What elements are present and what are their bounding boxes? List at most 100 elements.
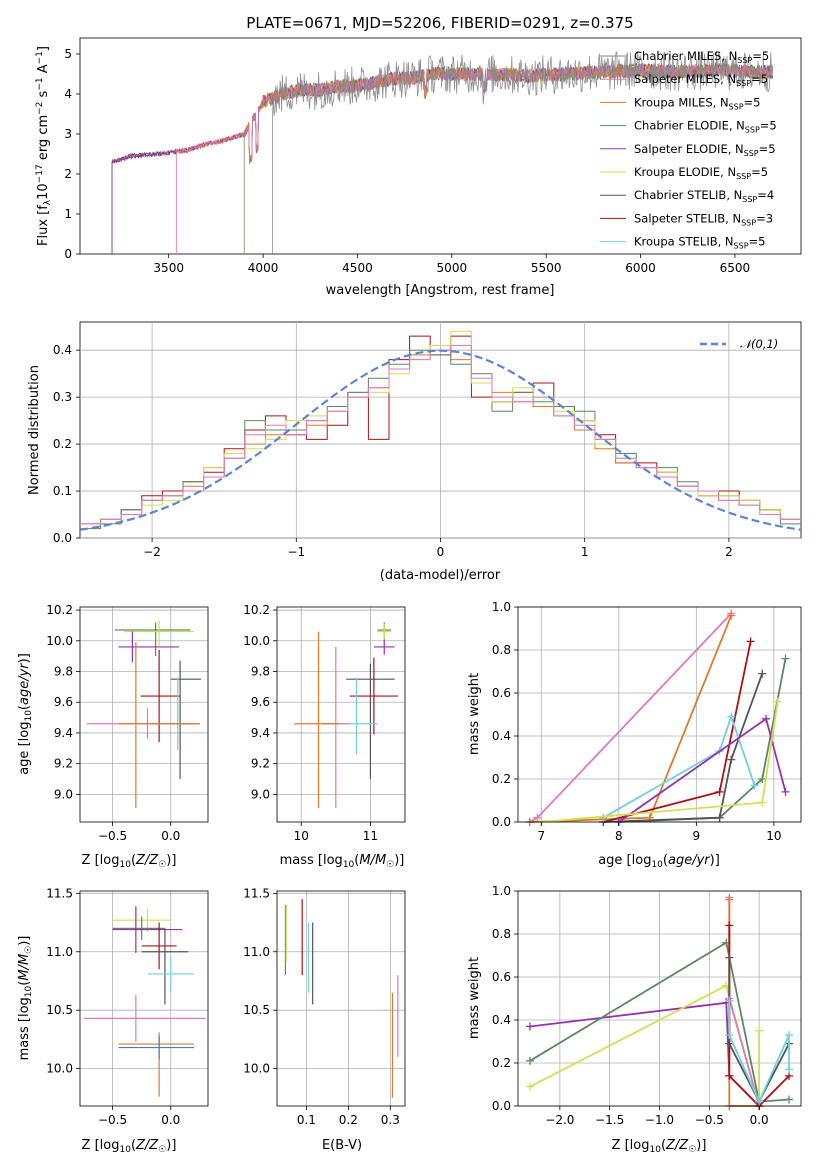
age_vs_mass-frame xyxy=(276,606,406,823)
mass_vs_Z-point xyxy=(141,928,189,1005)
mass_vs_ebv-ytick-label: 11.0 xyxy=(243,945,270,959)
weight_vs_age-marker xyxy=(746,637,755,646)
age_vs_Z-frame xyxy=(79,606,209,823)
age_vs_mass-xtick-label: 11 xyxy=(363,829,378,843)
spectrum-xtick-label: 4000 xyxy=(248,261,279,275)
spectrum-legend-tail: =5 xyxy=(744,95,761,109)
weight_vs_Z-marker xyxy=(725,1071,734,1080)
weight_vs_Z-ytick-label: 0.0 xyxy=(492,1099,511,1113)
weight_vs_age-line xyxy=(602,713,756,819)
mass_vs_Z-xtick-label: 0.0 xyxy=(161,1113,180,1127)
spectrum-legend-tail: =5 xyxy=(751,72,768,86)
age_vs_mass-ytick-label: 10.2 xyxy=(243,603,270,617)
weight_vs_Z-marker xyxy=(725,996,734,1005)
spectrum-chabrier-miles-line xyxy=(272,50,773,254)
mass_vs_ebv-panel: 0.1 0.2 0.3 10.0 10.5 11.0 11.5 xyxy=(243,886,406,1127)
mass_vs_Z-frame xyxy=(79,890,209,1107)
spectrum-xtick-label: 3500 xyxy=(153,261,184,275)
age_vs_mass-panel: 10 11 9.0 9.2 9.4 9.6 9.8 10.0 10.2 xyxy=(243,603,406,843)
weight_vs_age-marker xyxy=(762,714,771,723)
axis-labels: Z [log10(Z/Z☉)] age [log10(age/yr)] mass… xyxy=(17,653,720,1155)
weight_vs_Z-marker xyxy=(525,1056,534,1065)
weight_vs_Z-marker xyxy=(755,1097,764,1106)
age_vs_Z-ytick-label: 9.6 xyxy=(54,695,73,709)
age_vs_Z-point xyxy=(114,622,191,657)
residual-ytick-label: 0.1 xyxy=(53,484,72,498)
mass_vs_ebv-frame xyxy=(276,890,406,1107)
spectrum-ticks: 3500 4000 4500 5000 5500 6000 6500 0 1 2 3 4 5 xyxy=(64,47,750,275)
age_vs_Z-point xyxy=(118,631,179,663)
weight_vs_age-xtick-label: 8 xyxy=(615,829,623,843)
weight_vs_age-panel: 7 8 9 10 0.0 0.2 0.4 0.6 0.8 1.0 xyxy=(492,600,802,843)
spectrum-legend-tail: =5 xyxy=(759,142,776,156)
weight_vs_Z-xtick-label: −1.0 xyxy=(645,1113,674,1127)
massz-xlabel: Z [log10(Z/Z☉)] xyxy=(82,1138,177,1155)
weight_vs_Z-marker xyxy=(785,1065,794,1074)
age_vs_mass-ytick-label: 9.6 xyxy=(251,695,270,709)
residual-xtick-label: 0 xyxy=(437,545,445,559)
weight_vs_age-marker xyxy=(773,697,782,706)
weight_vs_Z-marker xyxy=(785,1031,794,1040)
gauss-legend: 𝒩(0,1) xyxy=(700,337,778,351)
weight_vs_Z-marker xyxy=(725,1039,734,1048)
weight_vs_Z-marker xyxy=(785,1095,794,1104)
age_vs_Z-panel: −0.5 0.0 9.0 9.2 9.4 9.6 9.8 10.0 10.2 xyxy=(46,603,209,843)
spectrum-legend-tail: =3 xyxy=(756,211,773,225)
age_vs_Z-ytick-label: 9.0 xyxy=(54,787,73,801)
mass_vs_Z-ytick-label: 11.0 xyxy=(46,945,73,959)
age_vs_Z-ytick-label: 10.2 xyxy=(46,603,73,617)
weight_vs_Z-ytick-label: 0.6 xyxy=(492,970,511,984)
mass_vs_Z-point xyxy=(147,956,195,992)
weight_vs_Z-panel: −2.0 −1.5 −1.0 −0.5 0.0 0.0 0.2 0.4 0.6 0.8 1.0 xyxy=(492,884,802,1127)
gauss-legend-label: 𝒩(0,1) xyxy=(740,337,778,351)
age_vs_mass-ytick-label: 9.8 xyxy=(251,665,270,679)
weight_vs_age-ytick-label: 1.0 xyxy=(492,600,511,614)
weight_vs_age-ytick-label: 0.8 xyxy=(492,643,511,657)
weight_vs_Z-xtick-label: −0.5 xyxy=(695,1113,724,1127)
weight_vs_age-marker xyxy=(727,611,736,620)
age_vs_Z-point xyxy=(140,650,181,743)
weight_vs_age-marker xyxy=(727,712,736,721)
weight_vs_Z-marker xyxy=(525,1022,534,1031)
weight_vs_Z-marker xyxy=(725,953,734,962)
residual-xtick-label: 2 xyxy=(725,545,733,559)
spectrum-ytick-label: 2 xyxy=(64,167,72,181)
weight_vs_age-ytick-label: 0.0 xyxy=(492,815,511,829)
age_vs_Z-ytick-label: 9.4 xyxy=(54,726,73,740)
weight_vs_age-marker xyxy=(715,787,724,796)
age_vs_mass-point xyxy=(373,639,395,655)
age_vs_Z-xtick-label: −0.5 xyxy=(98,829,127,843)
age_vs_Z-ytick-label: 9.8 xyxy=(54,665,73,679)
mass_vs_ebv-ytick-label: 11.5 xyxy=(243,886,270,900)
mass_vs_Z-ytick-label: 11.5 xyxy=(46,886,73,900)
spectrum-legend-label: Salpeter MILES, NSSP=5 xyxy=(634,72,768,88)
spectrum-xtick-label: 5000 xyxy=(437,261,468,275)
agez-xlabel: Z [log10(Z/Z☉)] xyxy=(82,853,177,870)
weight_vs_Z-xtick-label: −1.5 xyxy=(595,1113,624,1127)
weight_vs_age-line xyxy=(603,673,764,823)
spectrum-legend-tail: =5 xyxy=(749,235,766,249)
weight_vs_Z-ytick-label: 0.8 xyxy=(492,927,511,941)
residual-xtick-label: 1 xyxy=(581,545,589,559)
mass_vs_Z-xtick-label: −0.5 xyxy=(98,1113,127,1127)
weight_vs_age-xtick-label: 10 xyxy=(766,829,781,843)
residual-xtick-label: −1 xyxy=(287,545,305,559)
weight_vs_Z-ytick-label: 0.2 xyxy=(492,1056,511,1070)
weight_vs_age-marker xyxy=(781,787,790,796)
spectrum-xtick-label: 6000 xyxy=(625,261,656,275)
age_vs_Z-xtick-label: 0.0 xyxy=(161,829,180,843)
age_vs_Z-point xyxy=(118,642,200,809)
mass_vs_ebv-xtick-label: 0.3 xyxy=(381,1113,400,1127)
mass_vs_Z-point xyxy=(141,922,177,970)
weight_vs_age-marker xyxy=(715,813,724,822)
mass_vs_ebv-xtick-label: 0.2 xyxy=(339,1113,358,1127)
spectrum-ytick-label: 0 xyxy=(64,247,72,261)
agez-ylabel: age [log10(age/yr)] xyxy=(17,653,34,775)
spectrum-legend: Chabrier MILES, NSSP=5 Salpeter MILES, NS… xyxy=(600,49,777,251)
mass_vs_Z-ytick-label: 10.0 xyxy=(46,1062,73,1076)
age_vs_mass-ytick-label: 9.2 xyxy=(251,757,270,771)
spectrum-xlabel: wavelength [Angstrom, rest frame] xyxy=(326,283,555,298)
weight_vs_age-ytick-label: 0.4 xyxy=(492,729,511,743)
spectrum-legend-tail: =4 xyxy=(757,188,774,202)
spectrum-legend-subscript: SSP xyxy=(736,172,751,181)
